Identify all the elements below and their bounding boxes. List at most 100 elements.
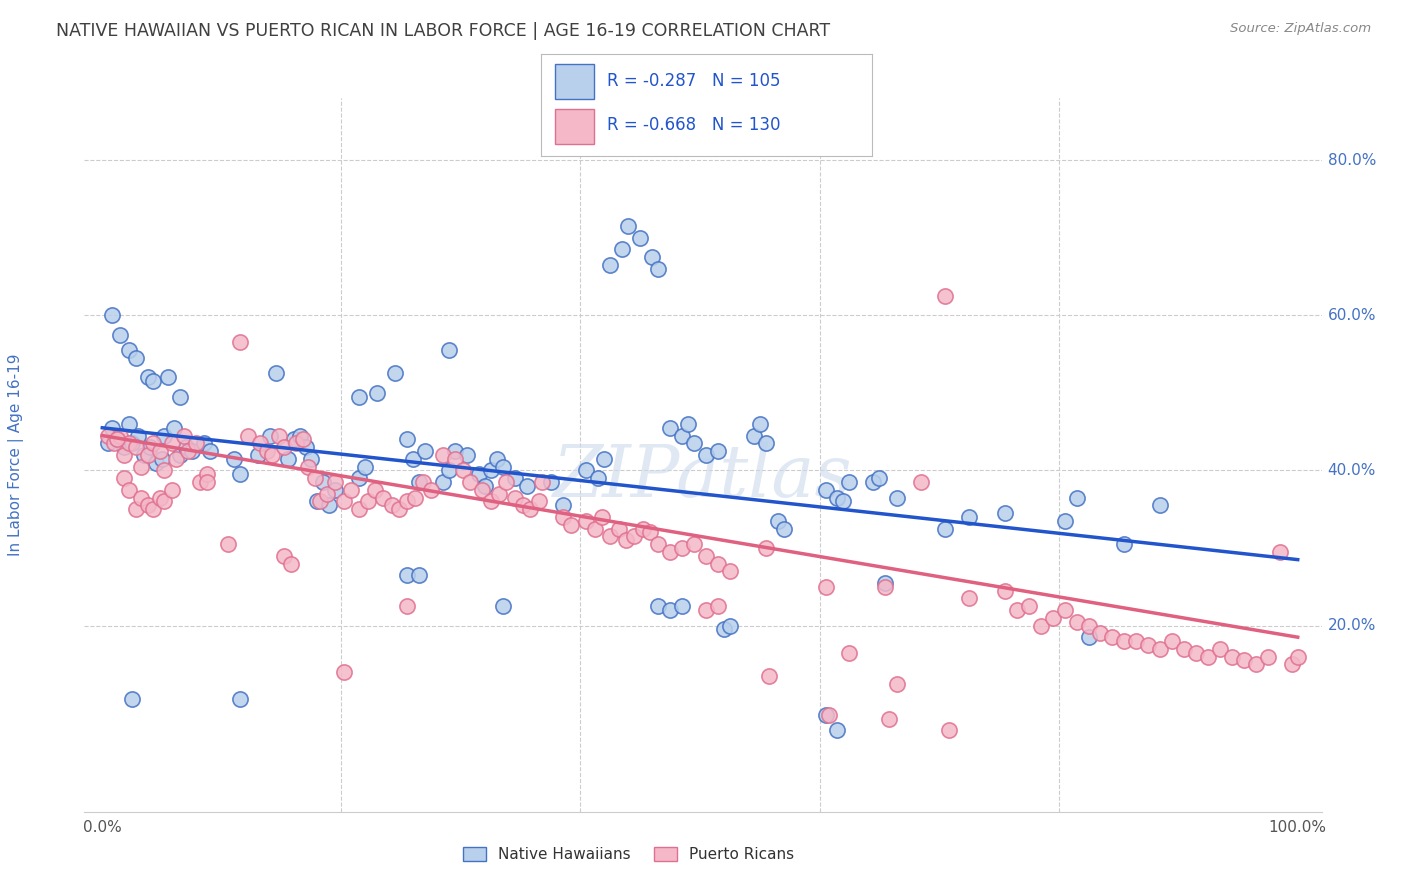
Text: NATIVE HAWAIIAN VS PUERTO RICAN IN LABOR FORCE | AGE 16-19 CORRELATION CHART: NATIVE HAWAIIAN VS PUERTO RICAN IN LABOR… <box>56 22 831 40</box>
Point <box>197 467 219 482</box>
Point <box>957 510 980 524</box>
Point <box>614 533 637 548</box>
Point <box>531 475 554 489</box>
Point <box>381 499 404 513</box>
Point <box>316 486 339 500</box>
Point <box>141 502 163 516</box>
Point <box>364 483 387 497</box>
Point <box>551 499 574 513</box>
Point <box>173 428 195 442</box>
Point <box>1077 618 1099 632</box>
Point <box>659 421 682 435</box>
Point <box>617 219 640 233</box>
Point <box>444 444 467 458</box>
Point <box>1053 514 1076 528</box>
Point <box>288 428 311 442</box>
Point <box>110 327 132 342</box>
Point <box>1268 545 1291 559</box>
Point <box>413 444 436 458</box>
Point <box>838 475 860 489</box>
Point <box>938 723 960 738</box>
Point <box>468 467 491 482</box>
Point <box>1149 641 1171 656</box>
Point <box>101 308 124 322</box>
Point <box>169 390 191 404</box>
Point <box>599 258 621 272</box>
Point <box>325 483 347 497</box>
Point <box>827 491 849 505</box>
Point <box>512 499 534 513</box>
Point <box>886 677 908 691</box>
Point <box>153 494 176 508</box>
Point <box>437 343 460 358</box>
Point <box>388 502 411 516</box>
Point <box>827 723 849 738</box>
Point <box>1077 630 1099 644</box>
Point <box>659 603 682 617</box>
Point <box>121 436 143 450</box>
Point <box>366 385 388 400</box>
Point <box>695 603 717 617</box>
Point <box>165 451 187 466</box>
Point <box>755 541 778 555</box>
Point <box>1209 641 1232 656</box>
Point <box>354 459 377 474</box>
Point <box>707 444 730 458</box>
Point <box>527 494 550 508</box>
Point <box>318 499 340 513</box>
Point <box>280 557 302 571</box>
Point <box>134 448 156 462</box>
Point <box>188 475 211 489</box>
Point <box>307 494 329 508</box>
Point <box>814 580 837 594</box>
Point <box>149 444 172 458</box>
Point <box>516 479 538 493</box>
Point <box>129 459 152 474</box>
Point <box>519 502 541 516</box>
Point <box>246 448 269 462</box>
Point <box>112 440 135 454</box>
Point <box>105 433 128 447</box>
Point <box>934 522 956 536</box>
Point <box>127 428 149 442</box>
Point <box>755 436 778 450</box>
Point <box>583 522 606 536</box>
Point <box>432 448 454 462</box>
Point <box>838 646 860 660</box>
Point <box>647 537 669 551</box>
Point <box>1185 646 1208 660</box>
Point <box>1101 630 1123 644</box>
Point <box>150 451 173 466</box>
Point <box>1018 599 1040 614</box>
Text: 80.0%: 80.0% <box>1327 153 1376 168</box>
Point <box>1244 657 1267 672</box>
Point <box>277 451 299 466</box>
Point <box>349 390 371 404</box>
Point <box>121 692 143 706</box>
Point <box>432 475 454 489</box>
Point <box>471 483 494 497</box>
Point <box>875 580 897 594</box>
Point <box>683 537 706 551</box>
Point <box>748 417 770 431</box>
Point <box>160 436 183 450</box>
Point <box>994 583 1017 598</box>
Point <box>638 525 661 540</box>
Text: R = -0.668   N = 130: R = -0.668 N = 130 <box>607 116 780 135</box>
Point <box>957 591 980 606</box>
Point <box>141 374 163 388</box>
Point <box>488 486 510 500</box>
Point <box>169 448 191 462</box>
Point <box>647 599 669 614</box>
Point <box>758 669 780 683</box>
Point <box>283 433 305 447</box>
Point <box>198 444 221 458</box>
Point <box>229 692 252 706</box>
Point <box>163 421 186 435</box>
Point <box>193 436 215 450</box>
Point <box>474 479 496 493</box>
Point <box>1090 626 1112 640</box>
Point <box>396 433 419 447</box>
Point <box>97 436 120 450</box>
Point <box>934 289 956 303</box>
